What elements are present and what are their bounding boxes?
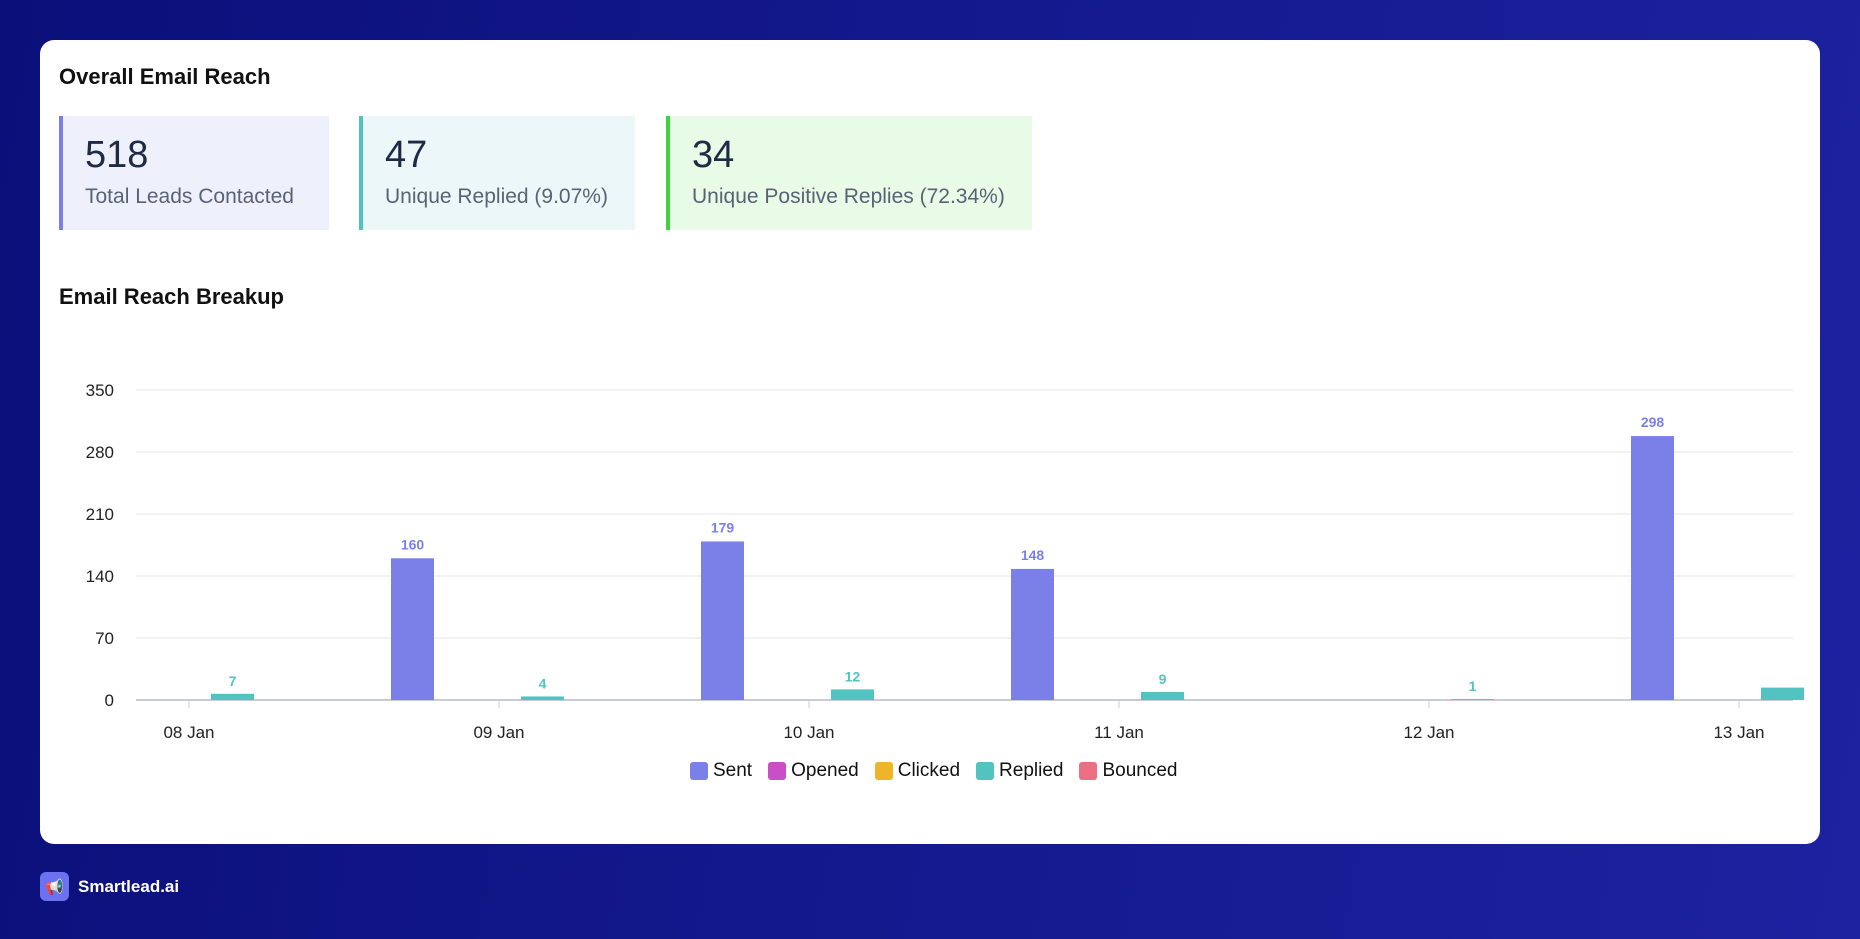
- email-reach-card: Overall Email Reach 518 Total Leads Cont…: [40, 40, 1820, 844]
- bar-sent[interactable]: [391, 558, 434, 700]
- bar-data-label: 7: [229, 673, 237, 689]
- legend-label: Clicked: [897, 760, 961, 781]
- bar-sent[interactable]: [1011, 568, 1054, 700]
- y-tick-label: 210: [86, 505, 114, 524]
- stat-card-total-leads: 518 Total Leads Contacted: [59, 116, 329, 230]
- bar-replied[interactable]: [1141, 692, 1184, 700]
- legend-item-clicked[interactable]: Clicked: [874, 760, 961, 782]
- legend-swatch: [768, 762, 787, 780]
- stat-card-positive-replies: 34 Unique Positive Replies (72.34%): [666, 116, 1032, 230]
- legend-label: Sent: [713, 760, 753, 781]
- brand-name: Smartlead.ai: [78, 876, 180, 896]
- y-tick-label: 140: [86, 567, 114, 586]
- bar-replied[interactable]: [521, 696, 564, 700]
- legend-swatch: [874, 762, 893, 780]
- legend-swatch: [976, 762, 995, 780]
- bar-replied[interactable]: [1761, 687, 1804, 700]
- legend-swatch: [1079, 762, 1098, 780]
- x-tick-label: 09 Jan: [473, 723, 524, 742]
- x-tick-label: 13 Jan: [1713, 723, 1764, 742]
- legend-label: Opened: [791, 760, 859, 781]
- legend-item-bounced[interactable]: Bounced: [1079, 760, 1177, 782]
- bar-replied[interactable]: [1451, 699, 1494, 700]
- y-tick-label: 0: [105, 691, 114, 710]
- stat-card-unique-replied: 47 Unique Replied (9.07%): [359, 116, 635, 230]
- bar-sent[interactable]: [1631, 436, 1674, 700]
- bar-data-label: 1: [1469, 678, 1477, 694]
- chart-legend: Sent Opened Clicked Replied Bounced: [690, 760, 1177, 782]
- brand: 📢 Smartlead.ai: [40, 872, 179, 901]
- bar-data-label: 179: [711, 519, 735, 535]
- legend-label: Bounced: [1102, 760, 1178, 781]
- x-tick-label: 08 Jan: [163, 723, 214, 742]
- bar-data-label: 12: [845, 668, 861, 684]
- bar-replied[interactable]: [211, 693, 254, 700]
- bar-data-label: 9: [1159, 671, 1167, 687]
- stat-value: 518: [85, 134, 149, 176]
- bar-replied[interactable]: [831, 689, 874, 700]
- legend-swatch: [690, 762, 708, 780]
- x-tick-label: 10 Jan: [783, 723, 834, 742]
- bar-data-label: 160: [401, 536, 425, 552]
- overall-email-reach-title: Overall Email Reach: [59, 64, 271, 89]
- x-tick-label: 11 Jan: [1094, 723, 1144, 742]
- bar-data-label: 148: [1021, 547, 1045, 563]
- stat-value: 34: [692, 134, 735, 176]
- bar-data-label: 298: [1641, 414, 1665, 430]
- stat-value: 47: [385, 134, 428, 176]
- megaphone-icon: 📢: [40, 872, 69, 901]
- email-reach-breakup-title: Email Reach Breakup: [59, 284, 284, 309]
- stat-label: Total Leads Contacted: [85, 185, 294, 208]
- legend-item-opened[interactable]: Opened: [768, 760, 859, 782]
- legend-item-sent[interactable]: Sent: [690, 760, 752, 782]
- stat-label: Unique Positive Replies (72.34%): [692, 185, 1005, 208]
- bar-sent[interactable]: [701, 541, 744, 700]
- legend-label: Replied: [999, 760, 1064, 781]
- bar-data-label: 4: [539, 675, 547, 691]
- x-tick-label: 12 Jan: [1403, 723, 1454, 742]
- email-reach-bar-chart: 0 70 140 210 280 350 08 Jan 09 Jan 10 Jan 11 Jan 1…: [86, 381, 1804, 742]
- legend-item-replied[interactable]: Replied: [976, 760, 1063, 782]
- y-tick-label: 350: [86, 381, 114, 400]
- y-tick-label: 280: [86, 443, 114, 462]
- stat-label: Unique Replied (9.07%): [385, 185, 608, 208]
- y-tick-label: 70: [95, 629, 114, 648]
